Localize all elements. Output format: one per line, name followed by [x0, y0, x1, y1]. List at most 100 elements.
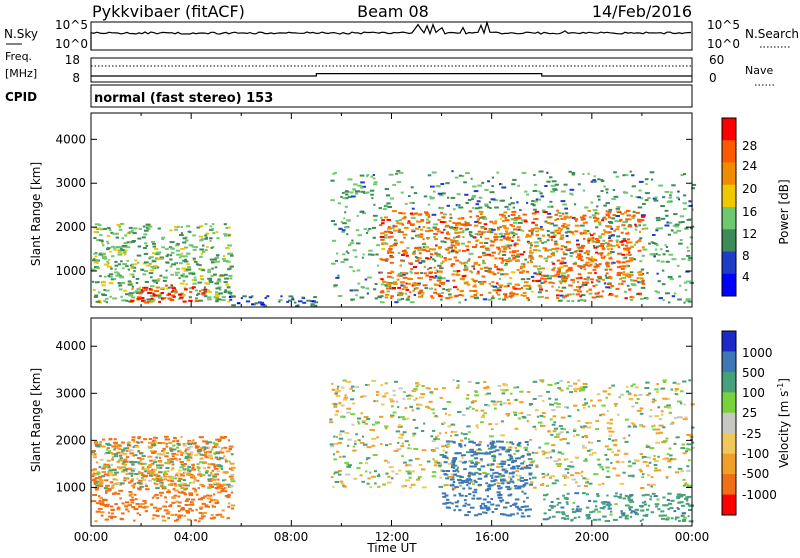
- echo-cell: [454, 486, 459, 489]
- echo-cell: [126, 442, 130, 445]
- echo-cell: [624, 256, 628, 259]
- echo-cell: [445, 237, 451, 240]
- echo-cell: [600, 254, 603, 257]
- echo-cell: [100, 445, 106, 448]
- echo-cell: [641, 282, 646, 285]
- echo-cell: [395, 430, 401, 433]
- echo-cell: [151, 468, 156, 471]
- echo-cell: [183, 471, 186, 474]
- echo-cell: [476, 292, 479, 295]
- echo-cell: [580, 299, 586, 302]
- echo-cell: [597, 277, 603, 280]
- echo-cell: [427, 215, 431, 218]
- echo-cell: [460, 231, 465, 234]
- echo-cell: [537, 267, 542, 270]
- echo-cell: [121, 512, 125, 515]
- echo-cell: [682, 520, 686, 522]
- echo-cell: [563, 253, 568, 256]
- echo-cell: [116, 466, 121, 469]
- echo-cell: [604, 445, 609, 448]
- echo-cell: [140, 297, 145, 299]
- echo-cell: [388, 398, 394, 401]
- echo-cell: [182, 279, 186, 282]
- echo-cell: [228, 445, 234, 448]
- echo-cell: [562, 494, 565, 497]
- echo-cell: [465, 397, 470, 400]
- echo-cell: [582, 281, 585, 284]
- echo-cell: [120, 248, 123, 250]
- echo-cell: [430, 408, 435, 411]
- echo-cell: [641, 476, 645, 479]
- echo-cell: [111, 458, 114, 461]
- power-cbar-tick: 20: [742, 182, 757, 196]
- echo-cell: [208, 270, 211, 273]
- echo-cell: [224, 277, 229, 280]
- echo-cell: [488, 228, 492, 231]
- echo-cell: [422, 260, 426, 263]
- echo-cell: [632, 423, 636, 426]
- echo-cell: [441, 216, 446, 219]
- echo-cell: [410, 483, 416, 486]
- echo-cell: [468, 210, 473, 213]
- echo-cell: [656, 383, 660, 385]
- echo-cell: [549, 176, 553, 179]
- echo-cell: [576, 239, 580, 242]
- echo-cell: [183, 493, 188, 496]
- echo-cell: [631, 174, 635, 177]
- echo-cell: [333, 472, 336, 475]
- echo-cell: [211, 498, 217, 501]
- echo-cell: [386, 481, 392, 484]
- echo-cell: [616, 210, 621, 213]
- echo-cell: [674, 388, 679, 391]
- echo-cell: [499, 286, 502, 289]
- echo-cell: [597, 440, 601, 442]
- echo-cell: [366, 457, 371, 460]
- echo-cell: [641, 281, 645, 284]
- echo-cell: [161, 236, 166, 239]
- echo-cell: [493, 450, 497, 453]
- echo-cell: [355, 385, 359, 388]
- echo-cell: [580, 250, 584, 253]
- echo-cell: [352, 249, 357, 252]
- echo-cell: [506, 414, 510, 417]
- echo-cell: [171, 289, 175, 292]
- colorbar-segment: [722, 251, 736, 275]
- echo-cell: [391, 287, 397, 289]
- echo-cell: [462, 487, 466, 490]
- echo-cell: [440, 298, 443, 301]
- echo-cell: [483, 412, 487, 415]
- echo-cell: [144, 485, 149, 488]
- echo-cell: [551, 268, 555, 271]
- echo-cell: [637, 206, 643, 209]
- echo-cell: [396, 170, 401, 173]
- echo-cell: [583, 237, 586, 240]
- echo-cell: [543, 494, 547, 497]
- echo-cell: [567, 384, 573, 387]
- echo-cell: [608, 422, 613, 425]
- echo-cell: [407, 472, 412, 475]
- echo-cell: [640, 215, 646, 218]
- echo-cell: [119, 483, 123, 486]
- echo-cell: [131, 273, 135, 276]
- echo-cell: [230, 480, 236, 483]
- echo-cell: [360, 286, 364, 288]
- echo-cell: [191, 286, 196, 289]
- echo-cell: [604, 274, 607, 277]
- echo-cell: [170, 468, 174, 471]
- echo-cell: [608, 237, 611, 239]
- echo-cell: [197, 281, 202, 284]
- echo-cell: [498, 297, 501, 300]
- echo-cell: [511, 240, 514, 242]
- echo-cell: [494, 475, 500, 478]
- echo-cell: [678, 495, 683, 498]
- echo-cell: [546, 222, 551, 224]
- echo-cell: [557, 212, 562, 214]
- echo-cell: [508, 295, 513, 298]
- echo-cell: [413, 284, 416, 287]
- echo-cell: [578, 250, 583, 253]
- echo-cell: [445, 182, 450, 185]
- echo-cell: [469, 289, 474, 292]
- echo-cell: [615, 228, 620, 231]
- echo-cell: [624, 418, 630, 421]
- echo-cell: [458, 231, 462, 234]
